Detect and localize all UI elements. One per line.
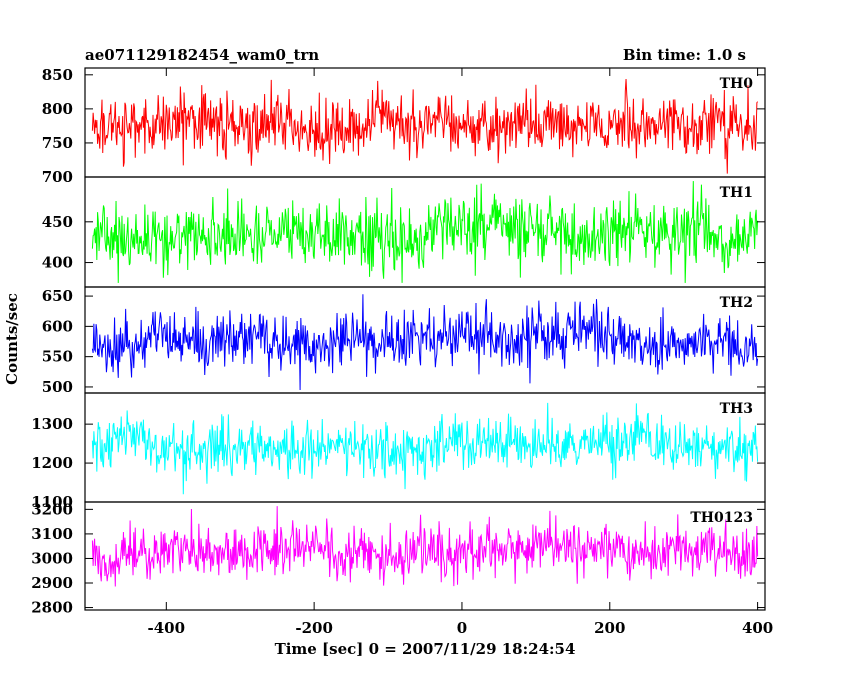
y-tick-label: 500 bbox=[42, 378, 73, 396]
panel-th3: 1100 1200 1300 TH3 bbox=[31, 392, 766, 511]
panel-th0: 700 750 800 850 TH0 bbox=[42, 66, 766, 186]
panel-th2: 500 550 600 650 TH2 bbox=[42, 286, 766, 396]
x-tick-label: -400 bbox=[148, 619, 186, 637]
series-line-th1 bbox=[91, 181, 759, 283]
series-line-th2 bbox=[91, 294, 759, 390]
series-line-th0 bbox=[91, 79, 759, 174]
series-line-th3 bbox=[91, 402, 759, 495]
panel-label-th0: TH0 bbox=[720, 76, 754, 92]
y-tick-label: 3000 bbox=[31, 549, 73, 567]
y-tick-label: 700 bbox=[42, 168, 73, 186]
y-tick-label: 1100 bbox=[31, 493, 73, 511]
y-tick-label: 400 bbox=[42, 254, 73, 272]
y-tick-label: 550 bbox=[42, 348, 73, 366]
panels-layer: 700 750 800 850 TH0 400 450 TH1 500 550 600 650 TH2 1… bbox=[31, 66, 766, 617]
chart-title-left: ae071129182454_wam0_trn bbox=[85, 46, 319, 64]
series-line-th0123 bbox=[91, 506, 759, 587]
y-axis-title: Counts/sec bbox=[3, 293, 21, 385]
y-tick-label: 850 bbox=[42, 66, 73, 84]
y-tick-label: 450 bbox=[42, 213, 73, 231]
y-tick-label: 1300 bbox=[31, 415, 73, 433]
x-tick-label: -200 bbox=[295, 619, 333, 637]
panel-label-th2: TH2 bbox=[720, 295, 753, 311]
y-tick-label: 2900 bbox=[31, 574, 73, 592]
y-tick-label: 3200 bbox=[31, 500, 73, 518]
panel-label-th1: TH1 bbox=[720, 185, 753, 201]
y-tick-label: 3100 bbox=[31, 525, 73, 543]
chart-title-right: Bin time: 1.0 s bbox=[623, 46, 746, 64]
y-tick-label: 750 bbox=[42, 134, 73, 152]
x-tick-label: 200 bbox=[594, 619, 625, 637]
panel-label-th3: TH3 bbox=[720, 401, 753, 417]
y-tick-label: 1200 bbox=[31, 454, 73, 472]
y-tick-label: 600 bbox=[42, 317, 73, 335]
panel-label-th0123: TH0123 bbox=[690, 510, 753, 526]
x-axis: -400 -200 0 200 400 bbox=[148, 68, 773, 637]
x-tick-label: 400 bbox=[742, 619, 773, 637]
panel-th1: 400 450 TH1 bbox=[42, 176, 766, 288]
x-axis-title: Time [sec] 0 = 2007/11/29 18:24:54 bbox=[275, 640, 576, 658]
panel-frame-th0123 bbox=[84, 501, 766, 611]
y-tick-label: 800 bbox=[42, 100, 73, 118]
y-tick-label: 2800 bbox=[31, 599, 73, 617]
x-tick-label: 0 bbox=[457, 619, 467, 637]
y-tick-label: 650 bbox=[42, 287, 73, 305]
panel-th0123: 2800 2900 3000 3100 3200 TH0123 bbox=[31, 500, 766, 617]
